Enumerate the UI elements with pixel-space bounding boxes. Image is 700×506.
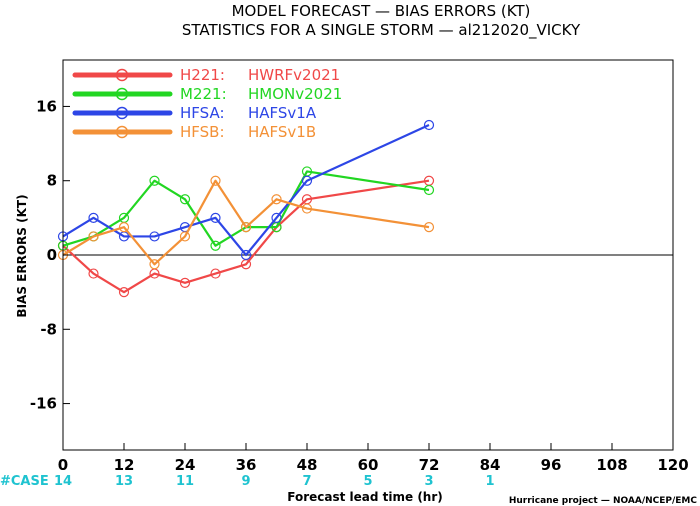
case-count: 7 — [302, 474, 311, 489]
series-1 — [57, 175, 435, 298]
y-tick-label: 16 — [36, 97, 57, 115]
x-axis: 0 12 24 36 48 60 72 84 96 108 120 — [58, 443, 689, 474]
x-tick-label: 72 — [419, 456, 440, 474]
legend-item: HFSA: HAFSv1A — [72, 104, 317, 122]
x-tick-label: 96 — [541, 456, 562, 474]
y-tick-label: 0 — [47, 246, 57, 264]
legend-model-id: H221: — [180, 66, 225, 84]
legend-model-name: HWRFv2021 — [248, 66, 340, 84]
data-point — [179, 231, 191, 242]
case-count: 1 — [485, 474, 494, 489]
legend-model-id: M221: — [180, 85, 227, 103]
series-line — [62, 123, 430, 257]
case-count: 5 — [363, 474, 372, 489]
legend-model-id: HFSA: — [180, 104, 225, 122]
credit-text: Hurricane project — NOAA/NCEP/EMC — [509, 496, 698, 506]
x-tick-label: 36 — [236, 456, 257, 474]
data-point — [88, 212, 99, 223]
data-point — [240, 222, 252, 233]
x-tick-label: 0 — [58, 456, 68, 474]
legend-marker — [115, 68, 129, 82]
data-point — [149, 175, 160, 186]
x-tick-label: 108 — [596, 456, 627, 474]
chart-subtitle: STATISTICS FOR A SINGLE STORM — al212020… — [182, 21, 581, 40]
series-line — [62, 179, 430, 266]
data-point — [210, 212, 221, 223]
data-point — [179, 277, 191, 288]
legend-model-name: HMONv2021 — [248, 85, 342, 103]
y-tick-label: 8 — [47, 172, 57, 190]
data-point — [423, 119, 435, 131]
plot-area — [57, 59, 674, 451]
legend-marker — [115, 125, 129, 139]
data-point — [118, 222, 130, 233]
series-layer — [57, 119, 435, 298]
case-label: #CASE — [0, 474, 49, 489]
legend-marker — [115, 106, 129, 120]
legend-model-name: HAFSv1B — [248, 123, 316, 141]
x-tick-label: 84 — [480, 456, 501, 474]
case-count: 13 — [115, 474, 133, 489]
y-tick-label: -16 — [30, 395, 57, 413]
data-point — [210, 240, 221, 251]
data-point — [179, 194, 191, 205]
legend: H221: HWRFv2021 M221: HMONv2021 HFSA: HAFSv1A… — [72, 66, 342, 141]
data-point — [301, 175, 313, 186]
series-3 — [57, 119, 435, 261]
x-tick-label: 60 — [358, 456, 379, 474]
data-point — [240, 249, 252, 261]
data-point — [149, 259, 160, 270]
x-tick-label: 24 — [175, 456, 196, 474]
series-4 — [57, 175, 435, 270]
x-axis-label: Forecast lead time (hr) — [287, 490, 443, 504]
data-point — [210, 268, 221, 279]
case-count: 14 — [54, 474, 72, 489]
legend-model-id: HFSB: — [180, 123, 225, 141]
x-tick-label: 12 — [114, 456, 135, 474]
data-point — [271, 212, 282, 223]
data-point — [118, 287, 130, 298]
y-tick-label: -8 — [40, 320, 57, 338]
legend-item: HFSB: HAFSv1B — [72, 123, 316, 141]
legend-model-name: HAFSv1A — [248, 104, 317, 122]
chart-title: MODEL FORECAST — BIAS ERRORS (KT) — [232, 2, 531, 20]
data-point — [149, 231, 160, 242]
series-line — [62, 170, 430, 247]
case-count: 9 — [241, 474, 250, 489]
data-point — [423, 184, 435, 196]
legend-marker — [115, 87, 129, 101]
series-2 — [57, 166, 435, 251]
x-tick-label: 48 — [297, 456, 318, 474]
data-point — [88, 268, 99, 279]
case-count: 11 — [176, 474, 194, 489]
data-point — [88, 231, 99, 242]
data-point — [210, 175, 221, 186]
legend-item: M221: HMONv2021 — [72, 85, 342, 103]
legend-item: H221: HWRFv2021 — [72, 66, 340, 84]
data-point — [423, 222, 435, 233]
case-count-row: #CASE 14 13 11 9 7 5 3 1 — [0, 474, 495, 489]
series-line — [62, 179, 430, 294]
x-tick-label: 120 — [657, 456, 688, 474]
data-point — [271, 194, 282, 205]
y-axis: -16 -8 0 8 16 — [30, 97, 70, 413]
case-count: 3 — [424, 474, 433, 489]
data-point — [301, 203, 313, 214]
y-axis-label: BIAS ERRORS (KT) — [15, 194, 29, 317]
